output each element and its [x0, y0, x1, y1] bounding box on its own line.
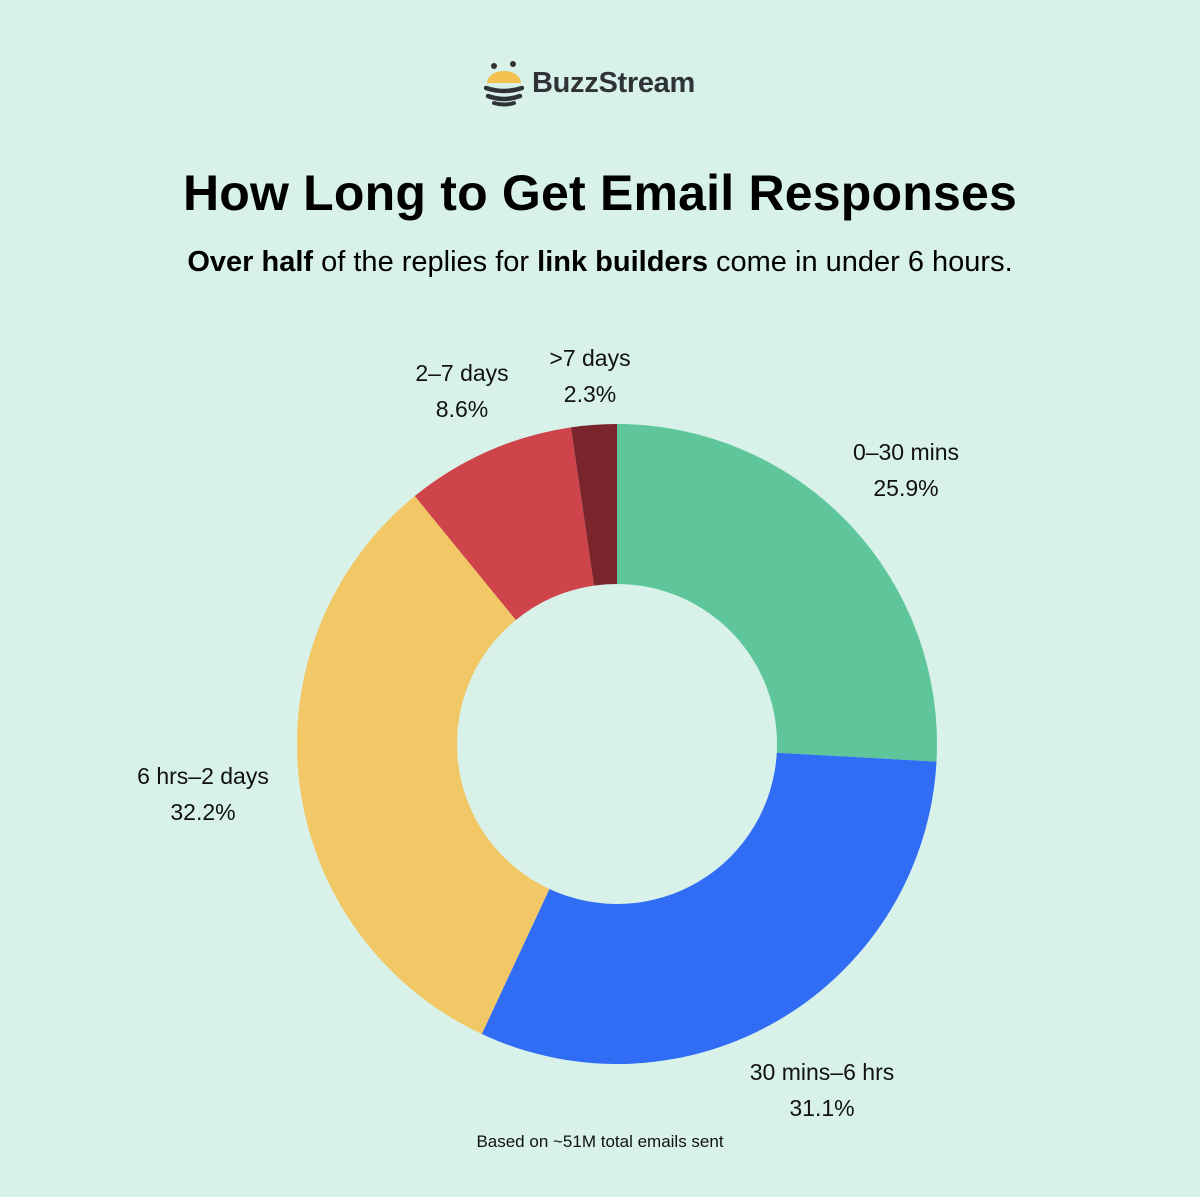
chart-title: How Long to Get Email Responses	[182, 165, 1018, 221]
subtitle-text-4: come in under 6 hours.	[707, 246, 1013, 278]
slice-label-2-7-days: 2–7 days 8.6%	[415, 360, 509, 422]
subtitle-bold-1: Over half	[187, 246, 314, 278]
donut-slice-4	[570, 424, 617, 586]
brand-name: BuzzStream	[532, 66, 695, 99]
brand-logo: BuzzStream	[484, 58, 695, 108]
footnote: Based on ~51M total emails sent	[476, 1132, 724, 1151]
donut-slice-3	[414, 427, 594, 621]
slice-label-30-mins-6-hrs: 30 mins–6 hrs 31.1%	[749, 1059, 895, 1121]
donut-slice-1	[481, 752, 937, 1064]
slice-label-6-hrs-2-days: 6 hrs–2 days 32.2%	[137, 763, 269, 825]
bee-icon	[484, 61, 524, 107]
subtitle-bold-3: link builders	[537, 246, 708, 278]
slice-label-0-30-mins: 0–30 mins 25.9%	[852, 439, 960, 501]
subtitle-text-2: of the replies for	[313, 246, 538, 278]
donut-slice-0	[617, 424, 938, 762]
donut-slice-2	[296, 496, 550, 1035]
chart-subtitle: Over half of the replies for link builde…	[0, 246, 1200, 279]
slice-label-over-7-days: >7 days 2.3%	[549, 345, 631, 407]
